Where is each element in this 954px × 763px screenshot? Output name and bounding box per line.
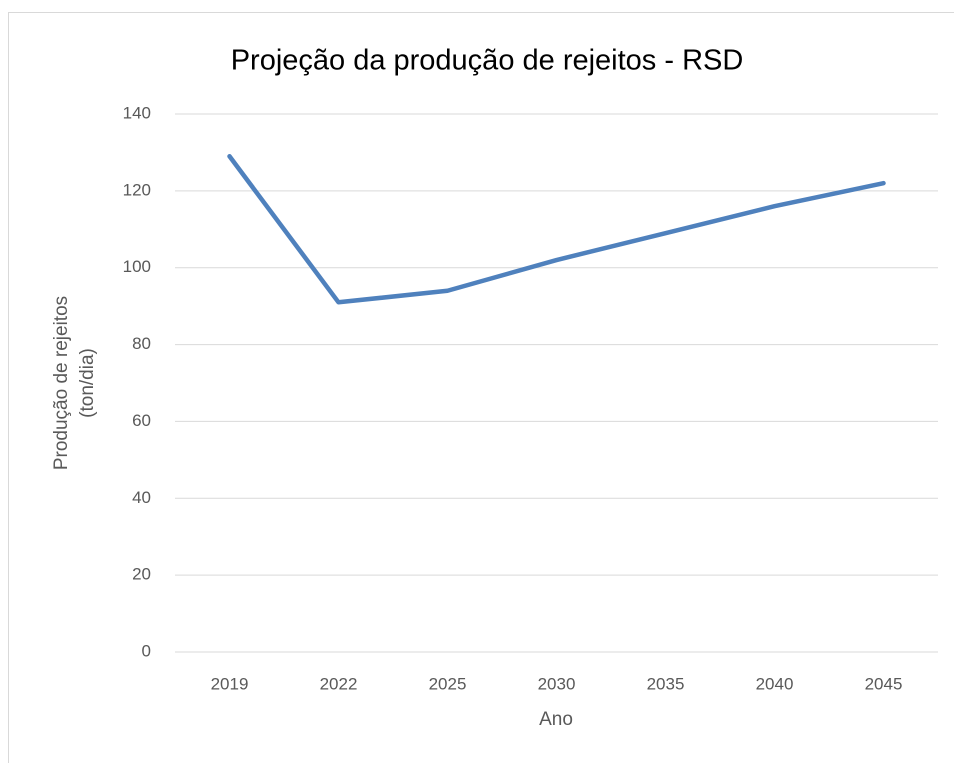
y-tick-label: 140 (123, 103, 151, 122)
y-tick-label: 20 (132, 565, 151, 584)
chart-title: Projeção da produção de rejeitos - RSD (231, 45, 744, 77)
y-axis-label: (ton/dia) (77, 348, 98, 418)
x-tick-label: 2025 (429, 674, 467, 693)
y-tick-label: 80 (132, 334, 151, 353)
x-tick-label: 2019 (211, 674, 249, 693)
x-tick-label: 2030 (538, 674, 576, 693)
y-tick-label: 60 (132, 411, 151, 430)
x-tick-label: 2040 (756, 674, 794, 693)
x-tick-label: 2022 (320, 674, 358, 693)
line-series (227, 154, 886, 305)
chart-border (8, 12, 954, 763)
y-axis-label: Produção de rejeitos (51, 296, 72, 470)
x-tick-label: 2035 (647, 674, 685, 693)
y-tick-label: 40 (132, 488, 151, 507)
x-tick-label: 2045 (865, 674, 903, 693)
x-axis-label: Ano (539, 709, 573, 730)
y-tick-label: 0 (142, 641, 151, 660)
y-tick-label: 120 (123, 180, 151, 199)
y-tick-label: 100 (123, 257, 151, 276)
